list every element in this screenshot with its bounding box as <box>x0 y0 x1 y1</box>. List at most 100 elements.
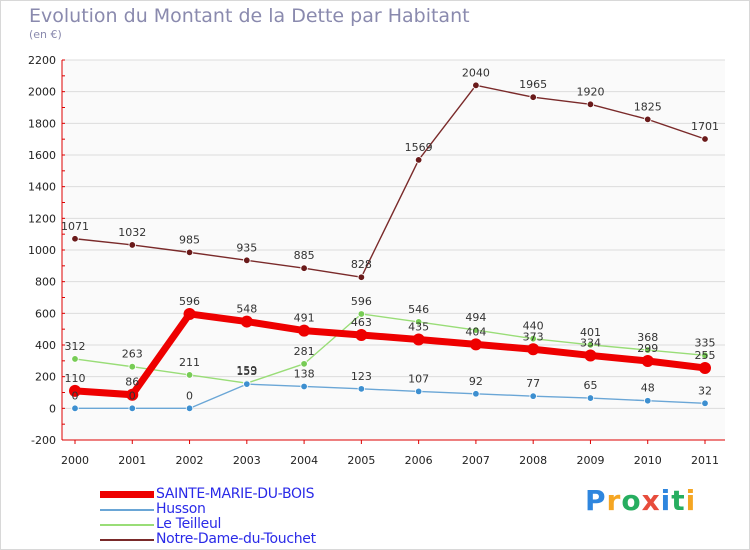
y-tick-label: 400 <box>35 339 56 352</box>
data-point <box>71 355 79 363</box>
data-point <box>414 318 423 326</box>
data-label: 0 <box>186 389 193 402</box>
data-label: 401 <box>580 326 601 339</box>
data-label: 312 <box>65 340 86 353</box>
data-point <box>644 346 652 354</box>
data-label: 281 <box>294 345 315 358</box>
data-label: 463 <box>351 316 372 329</box>
series-line-sainte-marie-du-bois <box>74 310 706 399</box>
data-point <box>529 334 537 343</box>
data-label: 1569 <box>405 141 433 154</box>
data-label: 368 <box>637 331 658 344</box>
y-tick-label: 2200 <box>28 54 56 67</box>
data-label: 255 <box>695 349 716 362</box>
x-tick-label: 2010 <box>634 454 662 467</box>
x-tick-label: 2001 <box>118 454 146 467</box>
data-point <box>243 380 251 388</box>
data-point <box>699 361 711 374</box>
data-point <box>586 394 595 402</box>
data-label: 935 <box>236 241 257 254</box>
data-point <box>584 349 597 362</box>
y-tick-label: 0 <box>49 402 56 415</box>
legend-swatch <box>100 491 154 498</box>
data-point <box>126 388 139 401</box>
logo-letter: t <box>671 484 686 517</box>
data-label: 546 <box>408 303 429 316</box>
logo-letter: i <box>660 484 672 517</box>
data-label: 123 <box>351 370 372 383</box>
data-label: 985 <box>179 233 200 246</box>
logo-letter: i <box>685 484 697 517</box>
data-point <box>414 387 423 396</box>
legend-label: Le Teilleul <box>156 516 222 532</box>
data-point <box>529 93 537 101</box>
data-point <box>644 397 652 405</box>
y-tick-label: -200 <box>31 434 56 447</box>
data-label: 77 <box>526 377 540 390</box>
data-label: 1032 <box>118 226 146 239</box>
proxiti-logo: Proxiti <box>585 484 696 517</box>
series-line-le-teilleul <box>74 313 706 384</box>
data-label: 138 <box>294 367 315 380</box>
chart-title: Evolution du Montant de la Dette par Hab… <box>29 5 470 27</box>
data-point <box>586 341 595 349</box>
data-label: 159 <box>236 364 257 377</box>
legend-label: Notre-Dame-du-Touchet <box>156 531 316 547</box>
x-tick-label: 2003 <box>233 454 261 467</box>
data-label: 211 <box>179 356 200 369</box>
data-label: 263 <box>122 348 143 361</box>
data-label: 435 <box>408 320 429 333</box>
legend-swatch <box>100 524 154 526</box>
data-label: 596 <box>351 295 372 308</box>
data-point <box>71 235 79 243</box>
data-point <box>469 338 482 351</box>
data-label: 110 <box>65 372 86 385</box>
legend-swatch <box>100 539 154 541</box>
data-label: 828 <box>351 258 372 271</box>
data-point <box>527 343 540 356</box>
data-point <box>586 100 595 109</box>
data-point <box>357 385 366 393</box>
data-label: 48 <box>641 382 655 395</box>
data-point <box>69 384 81 397</box>
data-point <box>414 156 423 164</box>
y-tick-label: 1600 <box>28 149 56 162</box>
data-point <box>472 326 480 334</box>
data-label: 494 <box>465 311 486 324</box>
y-tick-label: 1000 <box>28 244 56 257</box>
y-tick-label: 600 <box>35 307 56 320</box>
data-point <box>243 256 251 264</box>
data-point <box>641 354 654 367</box>
data-label: 153 <box>236 365 257 378</box>
series-line-husson <box>75 383 706 410</box>
data-point <box>644 115 652 124</box>
data-point <box>128 362 136 371</box>
data-point <box>472 81 480 90</box>
data-point <box>701 135 709 143</box>
x-tick-label: 2007 <box>462 454 490 467</box>
data-label: 373 <box>523 330 544 343</box>
data-label: 491 <box>294 312 315 325</box>
x-tick-label: 2004 <box>290 454 318 467</box>
y-tick-label: 800 <box>35 276 56 289</box>
data-point <box>185 371 194 379</box>
data-label: 596 <box>179 295 200 308</box>
data-label: 0 <box>129 389 136 402</box>
x-tick-label: 2006 <box>405 454 433 467</box>
data-label: 334 <box>580 336 601 349</box>
data-point <box>128 404 136 413</box>
data-point <box>701 399 709 407</box>
data-point <box>300 382 308 391</box>
data-label: 1920 <box>576 85 604 98</box>
data-point <box>529 392 537 400</box>
data-label: 885 <box>294 249 315 262</box>
x-tick-label: 2000 <box>61 454 89 467</box>
data-point <box>357 310 366 318</box>
data-label: 404 <box>465 325 486 338</box>
x-tick-label: 2008 <box>519 454 547 467</box>
data-point <box>185 248 194 257</box>
series-line-notre-dame-du-touchet <box>74 84 706 278</box>
logo-letter: x <box>641 484 661 517</box>
data-label: 1825 <box>634 100 662 113</box>
data-label: 0 <box>72 389 79 402</box>
